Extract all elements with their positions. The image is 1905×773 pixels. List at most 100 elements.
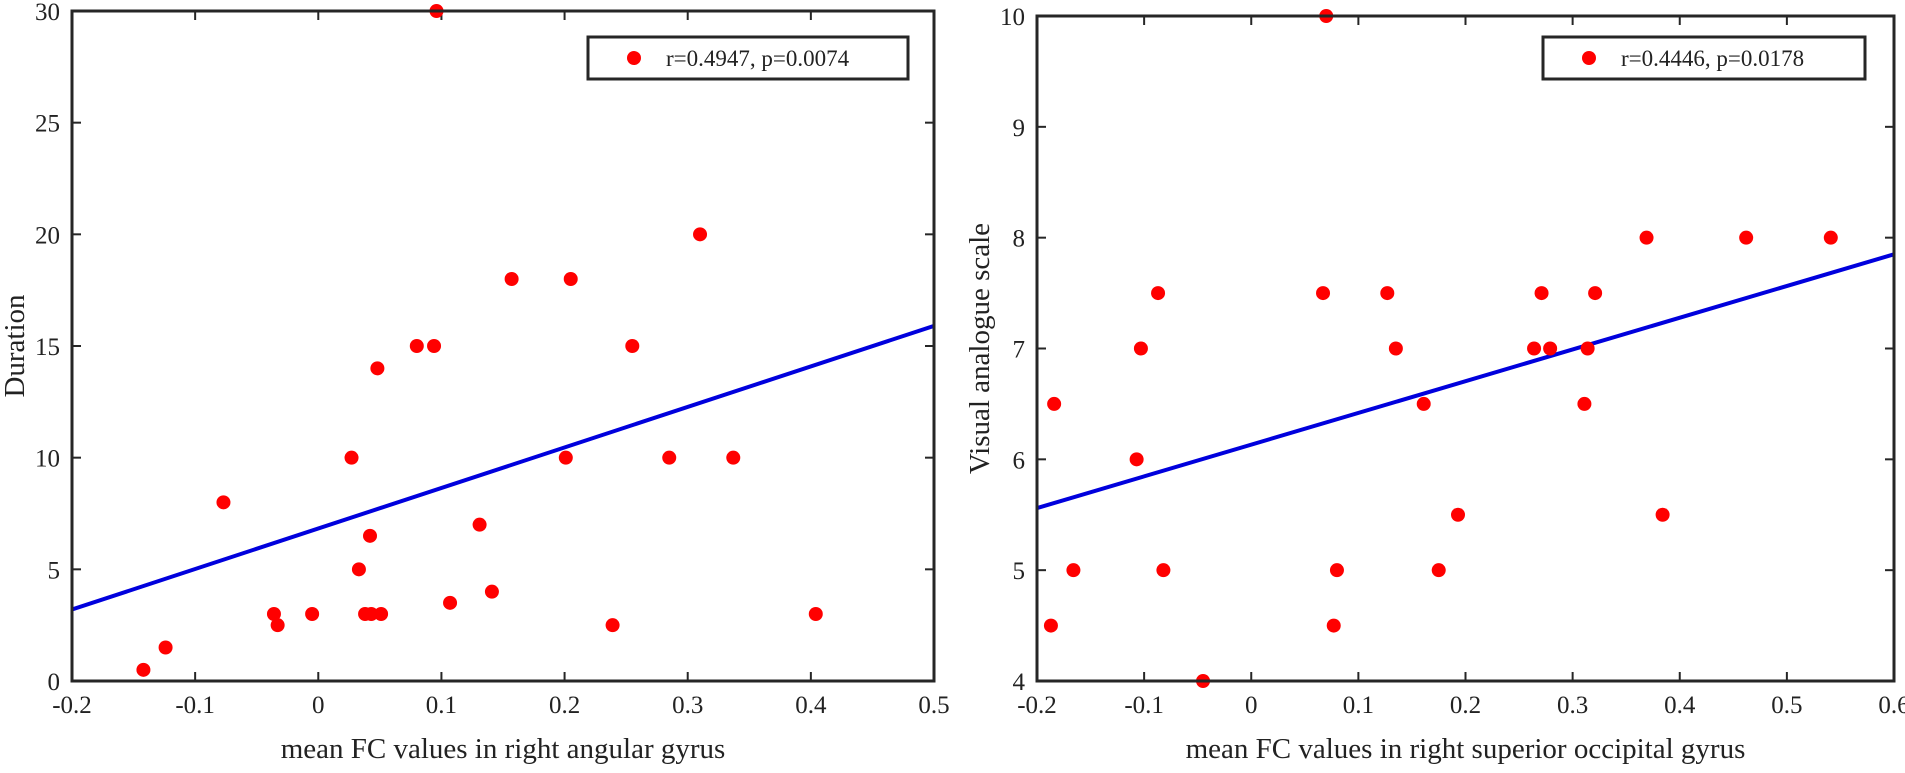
legend-box bbox=[1541, 35, 1867, 81]
data-point bbox=[351, 562, 366, 577]
data-point bbox=[1151, 286, 1166, 301]
legend-box bbox=[586, 35, 910, 81]
x-tick-label: 0 bbox=[312, 692, 325, 719]
data-point bbox=[625, 339, 640, 353]
x-axis-label: mean FC values in right angular gyrus bbox=[281, 733, 726, 765]
data-point bbox=[1329, 563, 1344, 578]
data-point bbox=[1543, 341, 1558, 356]
data-point bbox=[1129, 452, 1144, 467]
legend: r=0.4947, p=0.0074 bbox=[586, 35, 910, 81]
data-point bbox=[1066, 563, 1081, 578]
x-tick-label: -0.2 bbox=[1017, 692, 1057, 719]
y-tick-label: 7 bbox=[1013, 337, 1026, 364]
data-point bbox=[1416, 396, 1431, 411]
data-point bbox=[1156, 563, 1171, 578]
data-point bbox=[1534, 286, 1549, 301]
data-point bbox=[605, 618, 620, 633]
scatter-panel-1: -0.2 -0.1 0 0.1 0.2 0.3 0.4 0.5 0 5 10 15 20 25 30 r=0.… bbox=[0, 0, 950, 765]
data-point bbox=[1639, 230, 1654, 245]
axes-frame bbox=[1035, 14, 1896, 683]
data-point bbox=[1316, 286, 1331, 301]
y-tick-label: 5 bbox=[1013, 558, 1026, 585]
y-tick-label: 10 bbox=[1000, 4, 1025, 31]
data-point bbox=[305, 607, 320, 621]
data-point bbox=[270, 618, 285, 633]
x-tick-label: 0.2 bbox=[1450, 692, 1481, 719]
legend-marker bbox=[1582, 51, 1596, 65]
y-axis-label: Visual analogue scale bbox=[964, 223, 996, 474]
y-tick-label: 6 bbox=[1013, 447, 1026, 474]
y-tick-label: 4 bbox=[1013, 669, 1026, 696]
data-point bbox=[484, 584, 499, 599]
data-point bbox=[344, 450, 359, 465]
x-axis-label: mean FC values in right superior occipit… bbox=[1186, 733, 1746, 765]
x-tick-label: -0.1 bbox=[1124, 692, 1164, 719]
y-tick-label: 9 bbox=[1013, 115, 1026, 142]
x-tick-label: 0.2 bbox=[549, 692, 580, 719]
x-tick-label: 0.5 bbox=[918, 692, 949, 719]
data-point bbox=[472, 517, 487, 532]
data-point bbox=[1739, 230, 1754, 245]
data-point bbox=[563, 272, 578, 286]
data-point bbox=[443, 595, 458, 610]
x-tick-label: 0.6 bbox=[1878, 692, 1905, 719]
data-point bbox=[662, 450, 677, 465]
data-point bbox=[1380, 286, 1395, 301]
x-tick-label: 0.3 bbox=[672, 692, 703, 719]
y-tick-label: 30 bbox=[35, 0, 60, 26]
data-point bbox=[1527, 341, 1542, 356]
data-point bbox=[1043, 618, 1058, 633]
data-point bbox=[1588, 286, 1603, 301]
y-tick-label: 20 bbox=[35, 222, 60, 249]
data-point bbox=[693, 227, 708, 242]
data-point bbox=[558, 450, 573, 465]
x-tick-label: 0.4 bbox=[795, 692, 827, 719]
data-point bbox=[726, 450, 741, 465]
data-point bbox=[1823, 230, 1838, 245]
data-point bbox=[363, 528, 378, 543]
y-tick-label: 0 bbox=[48, 669, 61, 696]
y-tick-label: 15 bbox=[35, 334, 60, 361]
legend-label: r=0.4947, p=0.0074 bbox=[666, 46, 850, 71]
data-point bbox=[1326, 618, 1341, 633]
y-tick-label: 25 bbox=[35, 111, 60, 138]
data-point bbox=[1431, 563, 1446, 578]
data-point bbox=[1133, 341, 1148, 356]
legend-label: r=0.4446, p=0.0178 bbox=[1621, 46, 1804, 71]
x-tick-label: -0.2 bbox=[52, 692, 92, 719]
data-point bbox=[1047, 396, 1062, 411]
data-point bbox=[370, 361, 385, 376]
data-point bbox=[504, 272, 519, 286]
data-point bbox=[427, 339, 442, 353]
regression-line bbox=[1037, 252, 1894, 511]
data-point bbox=[1388, 341, 1403, 356]
axes-frame bbox=[70, 9, 936, 683]
x-tick-label: -0.1 bbox=[175, 692, 215, 719]
data-point bbox=[266, 607, 281, 621]
x-tick-label: 0.4 bbox=[1664, 692, 1696, 719]
x-tick-label: 0.1 bbox=[426, 692, 457, 719]
y-tick-label: 8 bbox=[1013, 226, 1026, 253]
data-point bbox=[409, 339, 424, 353]
legend-marker bbox=[627, 51, 641, 65]
data-point bbox=[374, 607, 389, 621]
data-point bbox=[216, 495, 231, 510]
scatter-panel-2: -0.2 -0.1 0 0.1 0.2 0.3 0.4 0.5 0.6 4 5 6 7 8 9 10 r=0.4… bbox=[964, 4, 1905, 765]
x-tick-label: 0.3 bbox=[1557, 692, 1588, 719]
regression-line bbox=[72, 324, 934, 612]
y-tick-label: 5 bbox=[48, 557, 61, 584]
data-point bbox=[136, 662, 151, 677]
x-tick-label: 0.1 bbox=[1343, 692, 1374, 719]
data-point bbox=[1451, 507, 1466, 522]
data-point bbox=[1655, 507, 1670, 522]
data-point bbox=[158, 640, 173, 655]
data-point bbox=[808, 607, 823, 621]
x-tick-label: 0 bbox=[1245, 692, 1258, 719]
y-tick-label: 10 bbox=[35, 446, 60, 473]
data-point bbox=[1580, 341, 1595, 356]
legend: r=0.4446, p=0.0178 bbox=[1541, 35, 1867, 81]
data-point bbox=[364, 607, 379, 621]
y-axis-label: Duration bbox=[0, 294, 31, 398]
